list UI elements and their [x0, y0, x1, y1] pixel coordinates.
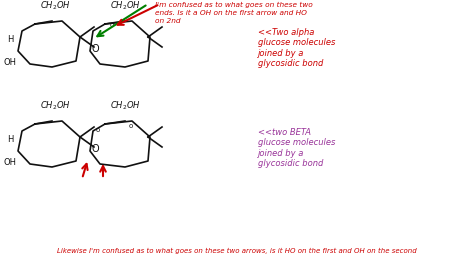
Text: $CH_2OH$: $CH_2OH$: [40, 99, 71, 111]
Text: OH: OH: [4, 58, 17, 67]
Text: O: O: [92, 144, 100, 153]
Text: on 2nd: on 2nd: [155, 18, 181, 24]
Text: H: H: [7, 35, 13, 44]
Text: $CH_2OH$: $CH_2OH$: [110, 99, 141, 111]
Text: O: O: [92, 44, 100, 54]
Text: <<Two alpha
glucose molecules
joined by a
glycosidic bond: <<Two alpha glucose molecules joined by …: [258, 28, 336, 68]
Text: ends. Is it a OH on the first arrow and HO: ends. Is it a OH on the first arrow and …: [155, 10, 307, 16]
Text: o: o: [110, 22, 114, 28]
Text: $CH_2OH$: $CH_2OH$: [110, 0, 141, 11]
Text: H: H: [7, 134, 13, 144]
Text: Likewise I'm confused as to what goes on these two arrows, is it HO on the first: Likewise I'm confused as to what goes on…: [57, 247, 417, 253]
Text: $CH_2OH$: $CH_2OH$: [40, 0, 71, 11]
Text: <<two BETA
glucose molecules
joined by a
glycosidic bond: <<two BETA glucose molecules joined by a…: [258, 128, 336, 168]
Text: I'm confused as to what goes on these two: I'm confused as to what goes on these tw…: [155, 2, 313, 8]
Text: OH: OH: [4, 157, 17, 166]
Text: o: o: [96, 126, 100, 133]
Text: o: o: [129, 122, 133, 129]
